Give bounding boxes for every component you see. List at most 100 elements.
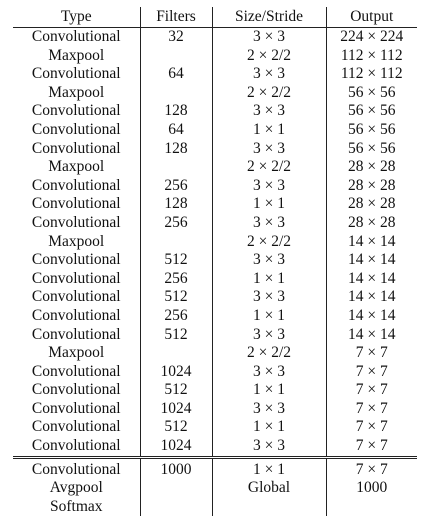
table-row: Convolutional 512 3 × 3 14 × 14 [13,251,417,270]
table-row: Convolutional 128 1 × 1 28 × 28 [13,195,417,214]
table-row: Convolutional 64 3 × 3 112 × 112 [13,65,417,84]
architecture-table: Type Filters Size/Stride Output Convolut… [13,7,417,517]
cell-filters [139,83,212,103]
cell-output: 56 × 56 [325,139,417,159]
cell-size-stride: 3 × 3 [211,213,326,233]
cell-size-stride: 3 × 3 [211,399,326,419]
table-row: Maxpool 2 × 2/2 14 × 14 [13,232,417,252]
header-filters: Filters [139,7,212,28]
cell-filters: 1024 [139,362,212,382]
cell-output: 14 × 14 [325,269,417,289]
table-row: Convolutional 128 3 × 3 56 × 56 [13,139,417,159]
cell-size-stride: 1 × 1 [211,455,326,480]
cell-filters: 1000 [139,455,212,480]
cell-size-stride: 2 × 2/2 [211,46,326,66]
cell-type: Convolutional [31,418,121,436]
cell-filters [139,479,212,498]
table-row: Convolutional 256 3 × 3 28 × 28 [13,213,417,233]
table-row: Convolutional 32 3 × 3 224 × 224 [13,27,417,47]
cell-output: 28 × 28 [325,176,417,196]
cell-size-stride: 3 × 3 [211,362,326,382]
table-row: Maxpool 2 × 2/2 112 × 112 [13,46,417,66]
cell-filters: 512 [139,418,212,438]
cell-output: 7 × 7 [325,399,417,419]
cell-size-stride: 3 × 3 [211,27,326,47]
cell-output [325,497,417,517]
cell-filters: 128 [139,139,212,159]
table-row: Convolutional 128 3 × 3 56 × 56 [13,102,417,121]
table-row: Convolutional 256 1 × 1 14 × 14 [13,306,417,326]
cell-size-stride: 3 × 3 [211,139,326,159]
cell-size-stride: 1 × 1 [211,418,326,438]
table-row: Softmax [13,497,417,517]
cell-filters [139,46,212,66]
cell-size-stride: 3 × 3 [211,288,326,307]
cell-type: Maxpool [48,83,105,101]
cell-output: 14 × 14 [325,232,417,252]
cell-size-stride: Global [211,479,326,498]
cell-output: 112 × 112 [325,46,417,66]
cell-size-stride: 2 × 2/2 [211,232,326,252]
architecture-table-container: Type Filters Size/Stride Output Convolut… [13,7,417,517]
table-row: Convolutional 512 3 × 3 14 × 14 [13,325,417,345]
cell-type: Convolutional [31,381,121,399]
cell-size-stride: 2 × 2/2 [211,83,326,103]
cell-size-stride: 3 × 3 [211,176,326,196]
cell-output: 56 × 56 [325,83,417,103]
cell-size-stride: 1 × 1 [211,306,326,326]
header-size-stride: Size/Stride [211,7,326,28]
table-row: Convolutional 512 3 × 3 14 × 14 [13,288,417,307]
cell-output: 14 × 14 [325,306,417,326]
cell-size-stride: 1 × 1 [211,381,326,400]
cell-output: 224 × 224 [325,27,417,47]
cell-filters: 512 [139,288,212,307]
cell-filters: 1024 [139,399,212,419]
cell-filters: 512 [139,251,212,270]
cell-filters: 256 [139,176,212,196]
cell-output: 28 × 28 [325,213,417,233]
cell-output: 7 × 7 [325,455,417,480]
cell-size-stride: 1 × 1 [211,269,326,289]
cell-type: Convolutional [31,288,121,306]
cell-output: 14 × 14 [325,325,417,345]
cell-type: Convolutional [31,65,121,83]
cell-type: Maxpool [48,46,105,64]
cell-size-stride: 2 × 2/2 [211,344,326,363]
cell-type: Maxpool [48,232,105,250]
cell-filters [139,158,212,177]
cell-size-stride: 3 × 3 [211,102,326,121]
cell-size-stride: 3 × 3 [211,325,326,345]
cell-output: 56 × 56 [325,120,417,140]
cell-output: 14 × 14 [325,288,417,307]
cell-type: Maxpool [48,158,105,176]
table-header: Type Filters Size/Stride Output [13,7,417,28]
header-type: Type [13,7,140,28]
cell-output: 7 × 7 [325,381,417,400]
header-output: Output [325,7,417,28]
table-row: Avgpool Global 1000 [13,479,417,498]
cell-type: Convolutional [31,437,121,455]
cell-type: Convolutional [31,269,121,287]
cell-output: 1000 [325,479,417,498]
table-row: Convolutional 64 1 × 1 56 × 56 [13,120,417,140]
cell-filters: 512 [139,325,212,345]
cell-filters: 256 [139,306,212,326]
feature-extractor-rows: Convolutional 32 3 × 3 224 × 224 Maxpool 2 × … [13,27,417,458]
cell-type: Convolutional [31,251,121,269]
cell-output: 7 × 7 [325,362,417,382]
cell-filters: 128 [139,102,212,121]
cell-type: Convolutional [31,102,121,120]
cell-filters: 128 [139,195,212,214]
cell-type: Convolutional [31,195,121,213]
header-row: Type Filters Size/Stride Output [13,7,417,28]
cell-output: 56 × 56 [325,102,417,121]
table-row: Maxpool 2 × 2/2 28 × 28 [13,158,417,177]
cell-filters: 256 [139,213,212,233]
